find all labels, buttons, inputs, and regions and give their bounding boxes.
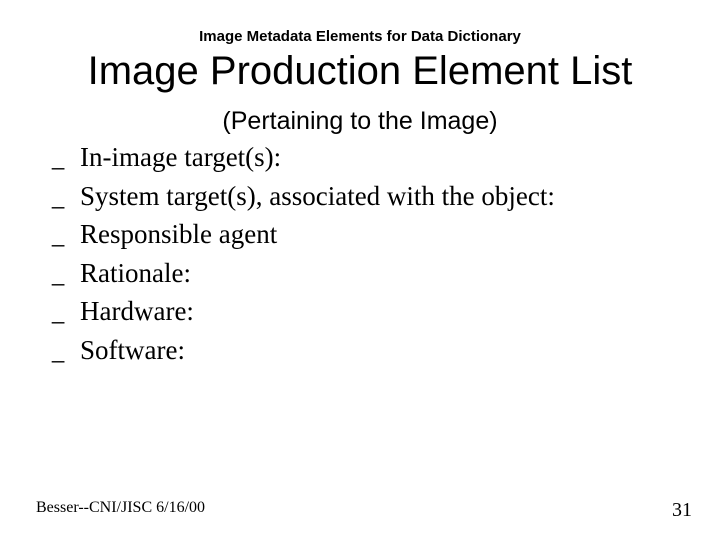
list-item-label: In-image target(s): bbox=[80, 138, 281, 177]
list-item-label: Responsible agent bbox=[80, 215, 277, 254]
bullet-icon: _ bbox=[52, 181, 80, 212]
bullet-icon: _ bbox=[52, 335, 80, 366]
bullet-icon: _ bbox=[52, 258, 80, 289]
list-item: _ Rationale: bbox=[52, 254, 690, 293]
subtitle: (Pertaining to the Image) bbox=[0, 107, 720, 136]
list-item-label: Hardware: bbox=[80, 292, 194, 331]
list-item-label: Software: bbox=[80, 331, 185, 370]
list-item: _ Responsible agent bbox=[52, 215, 690, 254]
footer-attribution: Besser--CNI/JISC 6/16/00 bbox=[36, 499, 205, 522]
bullet-icon: _ bbox=[52, 142, 80, 173]
bullet-icon: _ bbox=[52, 296, 80, 327]
bullet-icon: _ bbox=[52, 219, 80, 250]
list-item: _ In-image target(s): bbox=[52, 138, 690, 177]
list-item: _ Software: bbox=[52, 331, 690, 370]
header-small-title: Image Metadata Elements for Data Diction… bbox=[0, 0, 720, 49]
element-list: _ In-image target(s): _ System target(s)… bbox=[0, 138, 720, 370]
list-item-label: Rationale: bbox=[80, 254, 191, 293]
footer: Besser--CNI/JISC 6/16/00 31 bbox=[0, 499, 720, 522]
list-item-label: System target(s), associated with the ob… bbox=[80, 177, 555, 216]
list-item: _ System target(s), associated with the … bbox=[52, 177, 690, 216]
list-item: _ Hardware: bbox=[52, 292, 690, 331]
page-title: Image Production Element List bbox=[0, 49, 720, 93]
page-number: 31 bbox=[672, 499, 692, 522]
